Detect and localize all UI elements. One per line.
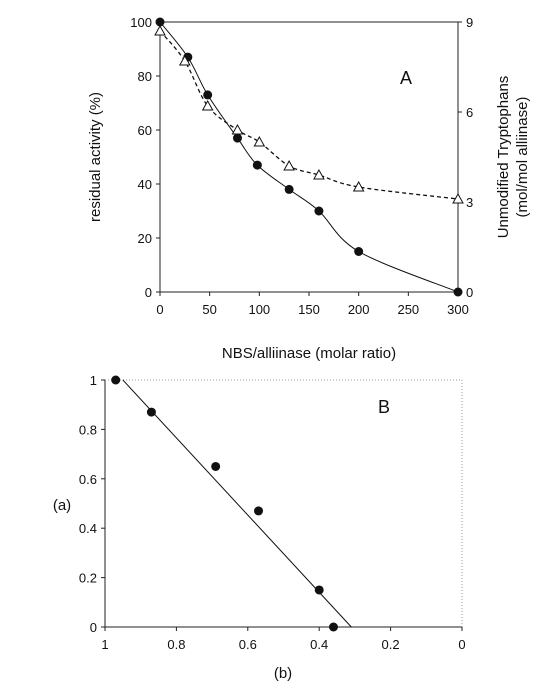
panel-a-x-ticks: 0 50 100 150 200 250 300 — [156, 292, 469, 317]
panel-a-y-tick-label: 100 — [130, 15, 152, 30]
panel-a-y-ticks: 0 20 40 60 80 100 — [130, 15, 160, 300]
panel-a-y2-tick-label: 0 — [466, 285, 473, 300]
panel-a-y-tick-label: 60 — [138, 123, 152, 138]
panel-a-y-tick-label: 40 — [138, 177, 152, 192]
panel-a-data-point-circle — [354, 247, 364, 256]
panel-b-data-point-circle — [328, 622, 338, 632]
panel-b: B (b) (a) 1 0.8 0.6 0.4 0.2 0 0 0.2 0.4 0.6 0.8 1 — [53, 373, 466, 682]
panel-a-data-point-circle — [155, 17, 165, 27]
panel-a: A NBS/alliinase (molar ratio) residual a… — [87, 15, 531, 362]
panel-b-data-point-circle — [211, 461, 221, 471]
panel-a-data-point-triangle — [452, 192, 464, 204]
panel-a-y2-ticks: 0 3 6 9 — [458, 15, 473, 300]
panel-a-data-point-triangle — [313, 168, 325, 180]
panel-b-x-tick-label: 0.4 — [310, 637, 328, 652]
panel-a-fit-curve-0 — [159, 21, 459, 293]
panel-a-y-tick-label: 80 — [138, 69, 152, 84]
panel-b-y-axis-title: (a) — [53, 497, 71, 514]
panel-a-x-tick-label: 50 — [202, 302, 216, 317]
panel-a-data-points — [154, 17, 464, 297]
panel-b-x-tick-label: 0.6 — [239, 637, 257, 652]
panel-a-x-tick-label: 250 — [397, 302, 419, 317]
panel-a-y-tick-label: 20 — [138, 231, 152, 246]
panel-b-regression-line — [122, 379, 352, 628]
panel-a-data-point-triangle — [178, 54, 191, 66]
panel-b-y-tick-label: 1 — [90, 373, 97, 388]
panel-a-y2-tick-label: 3 — [466, 195, 473, 210]
panel-b-data-points — [111, 375, 338, 632]
panel-b-y-tick-label: 0.8 — [79, 422, 97, 437]
panel-a-label: A — [400, 68, 412, 88]
panel-a-y2-axis-title-line2: (mol/mol alliinase) — [514, 97, 531, 218]
panel-b-x-tick-label: 0.2 — [382, 637, 400, 652]
panel-b-x-tick-label: 0 — [458, 637, 465, 652]
panel-b-y-tick-label: 0.6 — [79, 472, 97, 487]
panel-a-x-tick-label: 300 — [447, 302, 469, 317]
panel-b-y-tick-label: 0.2 — [79, 571, 97, 586]
panel-a-x-axis-title: NBS/alliinase (molar ratio) — [222, 345, 396, 362]
panel-a-y-axis-title: residual activity (%) — [87, 92, 104, 222]
panel-a-data-point-circle — [232, 133, 242, 143]
panel-b-x-ticks: 1 0.8 0.6 0.4 0.2 0 — [101, 627, 466, 652]
panel-a-data-point-circle — [284, 184, 294, 194]
panel-b-x-tick-label: 1 — [101, 637, 108, 652]
panel-a-y2-tick-label: 9 — [466, 15, 473, 30]
panel-b-data-point-circle — [314, 585, 324, 595]
panel-b-y-tick-label: 0.4 — [79, 521, 97, 536]
panel-a-data-point-triangle — [231, 123, 244, 135]
panel-b-x-tick-label: 0.8 — [167, 637, 185, 652]
panel-a-data-point-circle — [252, 160, 262, 170]
panel-b-x-axis-title: (b) — [274, 665, 292, 682]
panel-b-data-point-circle — [111, 375, 121, 385]
panel-b-data-point-circle — [254, 506, 264, 516]
panel-a-x-tick-label: 200 — [348, 302, 370, 317]
panel-a-y2-axis-title-line1: Unmodified Tryptophans — [495, 76, 512, 239]
panel-a-y-tick-label: 0 — [145, 285, 152, 300]
panel-a-data-point-triangle — [201, 99, 214, 111]
panel-b-label: B — [378, 397, 390, 417]
panel-a-x-tick-label: 0 — [156, 302, 163, 317]
panel-b-y-ticks: 0 0.2 0.4 0.6 0.8 1 — [79, 373, 105, 635]
panel-a-fit-curve-1 — [159, 30, 459, 200]
panel-a-data-point-triangle — [253, 135, 266, 147]
panel-a-data-point-triangle — [154, 24, 166, 36]
panel-a-data-point-circle — [314, 206, 324, 216]
panel-a-y2-tick-label: 6 — [466, 105, 473, 120]
panel-a-plot-frame — [159, 21, 459, 293]
panel-a-fit-curves — [159, 21, 459, 293]
panel-a-data-point-triangle — [352, 180, 365, 192]
panel-b-data-point-circle — [146, 407, 156, 417]
panel-a-x-tick-label: 100 — [248, 302, 270, 317]
panel-a-x-tick-label: 150 — [298, 302, 320, 317]
panel-a-data-point-triangle — [283, 159, 295, 171]
panel-b-fit-line — [122, 379, 352, 628]
panel-a-data-point-circle — [203, 90, 213, 100]
panel-a-data-point-circle — [453, 287, 463, 297]
panel-b-y-tick-label: 0 — [90, 620, 97, 635]
